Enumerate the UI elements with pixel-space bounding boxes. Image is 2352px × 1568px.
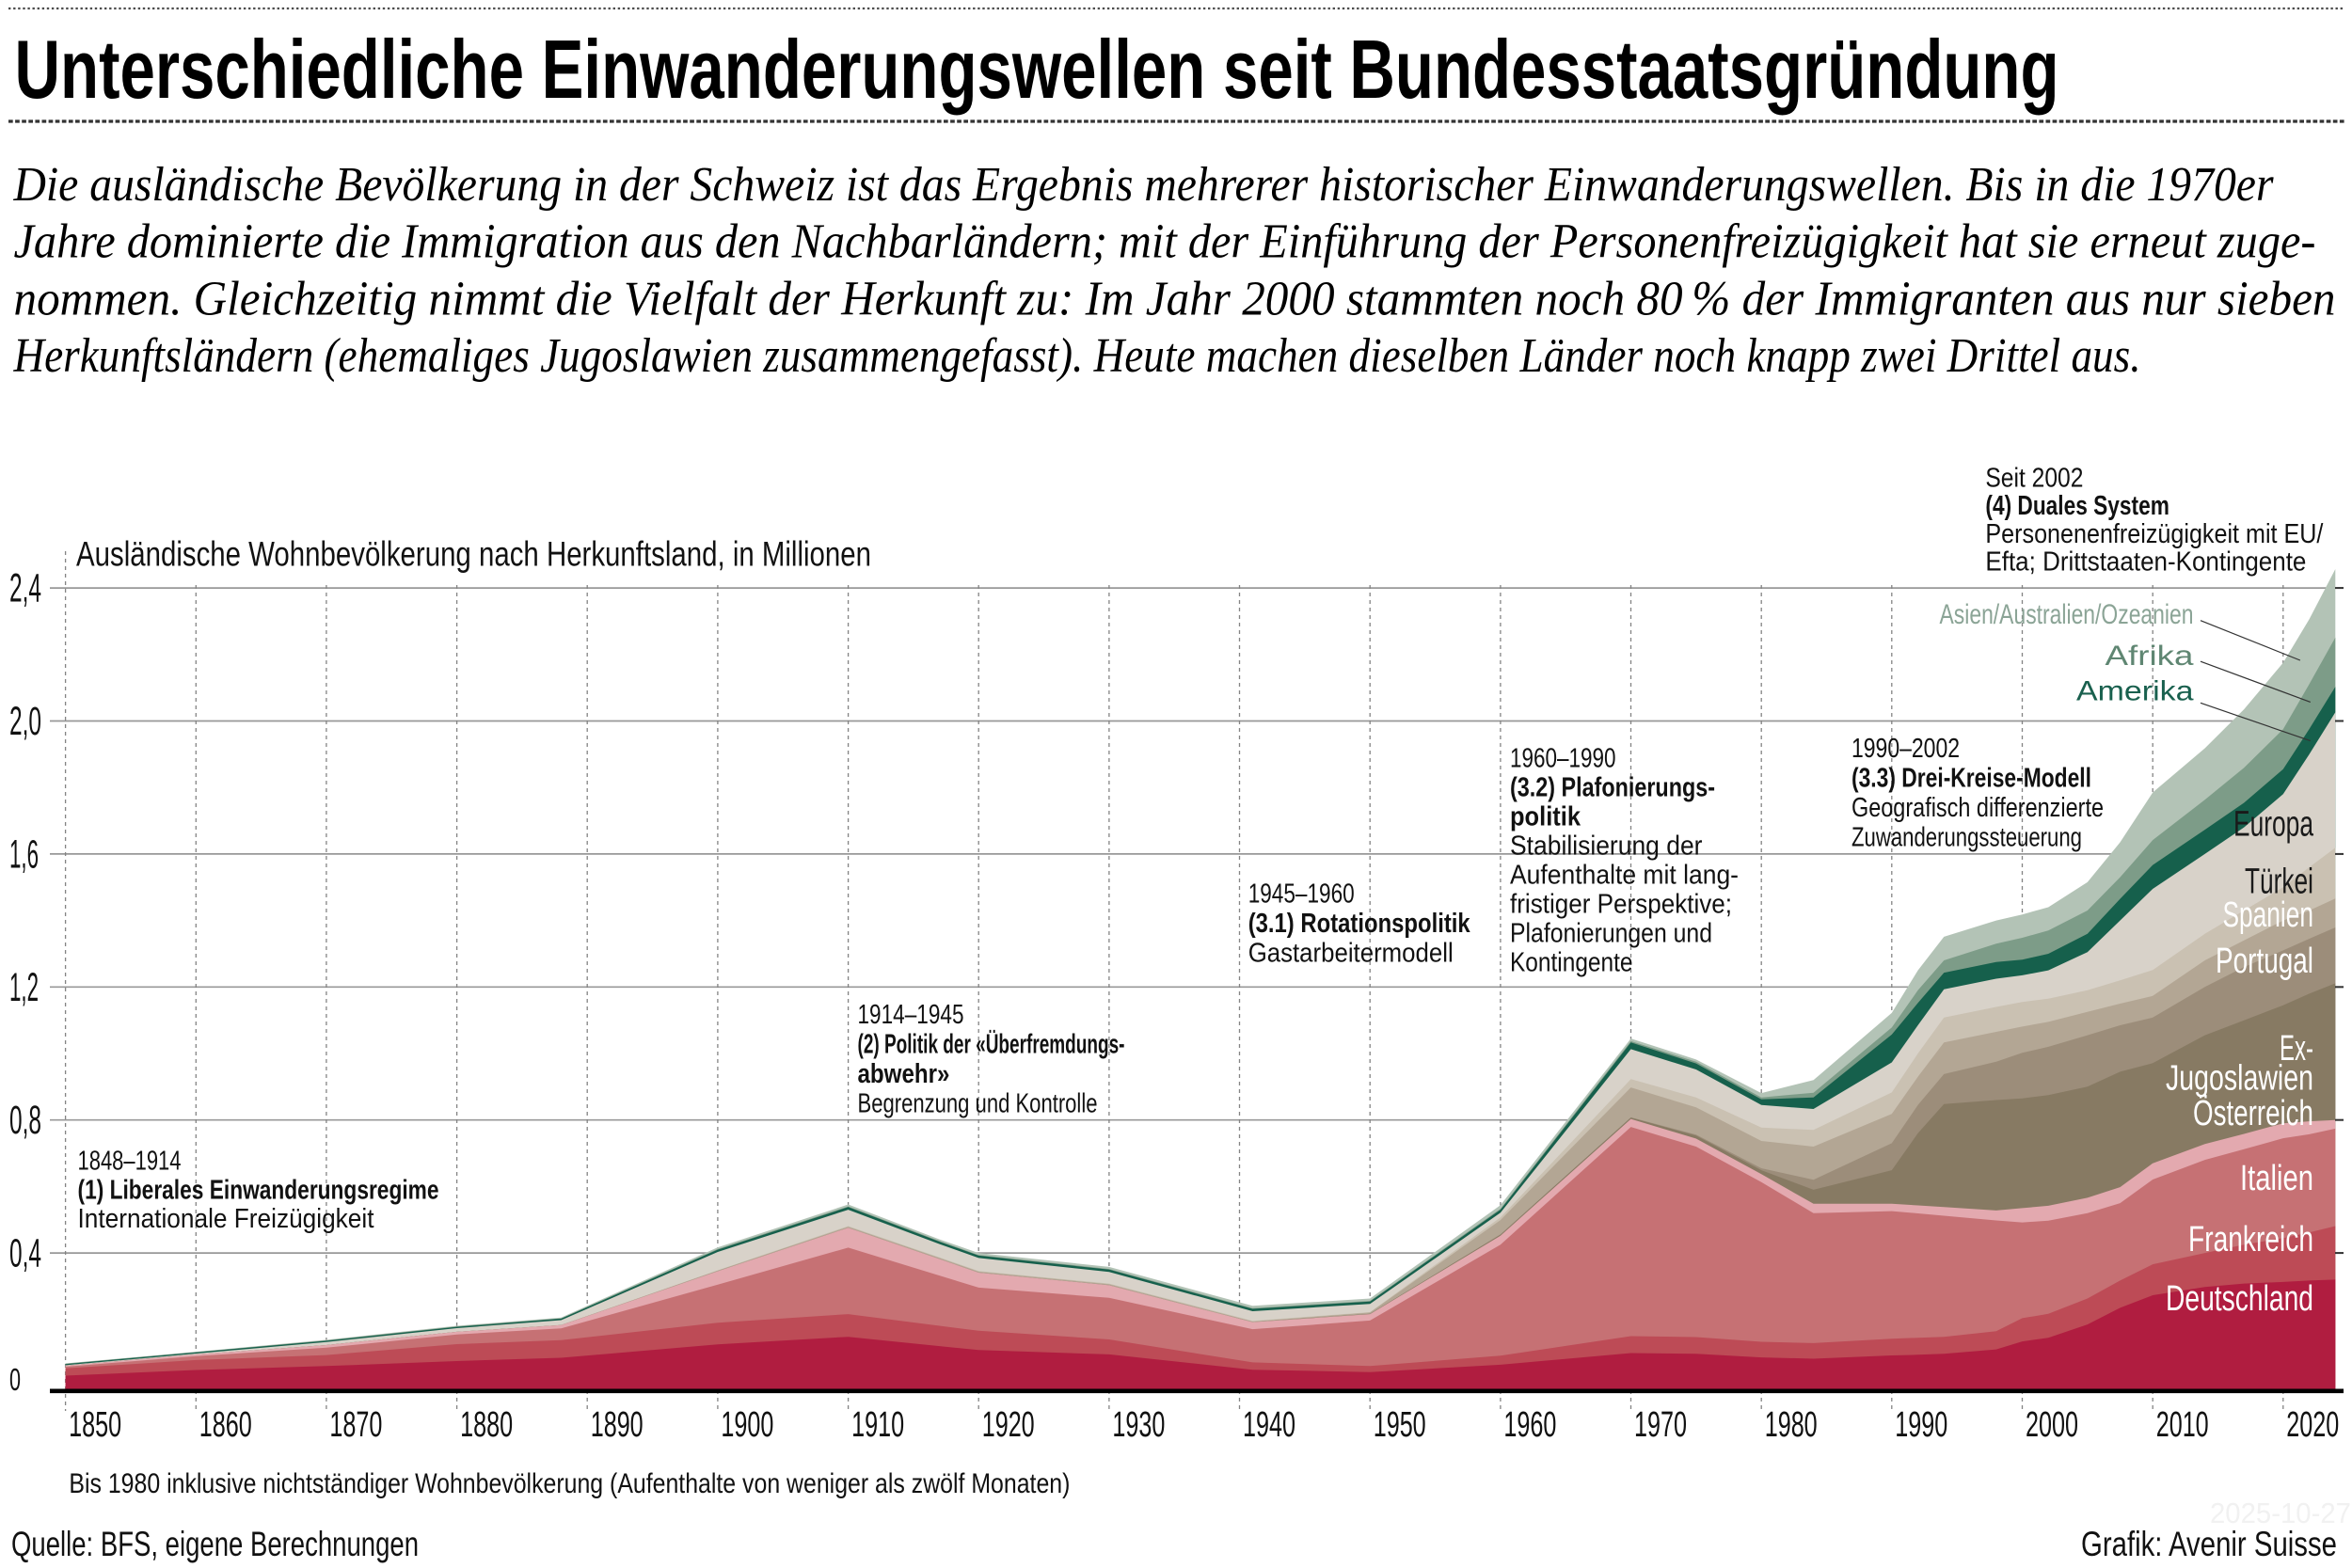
svg-text:1980: 1980 xyxy=(1765,1405,1818,1445)
svg-text:Aufenthalte mit lang-: Aufenthalte mit lang- xyxy=(1510,861,1739,891)
svg-text:2,4: 2,4 xyxy=(9,566,41,611)
svg-text:Frankreich: Frankreich xyxy=(2188,1220,2313,1259)
svg-text:politik: politik xyxy=(1510,802,1581,832)
svg-text:abwehr»: abwehr» xyxy=(858,1059,950,1089)
svg-text:Stabilisierung der: Stabilisierung der xyxy=(1510,832,1703,862)
svg-text:Efta; Drittstaaten-Kontingente: Efta; Drittstaaten-Kontingente xyxy=(1985,547,2306,578)
svg-text:2,0: 2,0 xyxy=(9,699,41,744)
svg-text:fristiger Perspektive;: fristiger Perspektive; xyxy=(1510,890,1732,920)
svg-text:2000: 2000 xyxy=(2026,1405,2078,1445)
svg-text:1850: 1850 xyxy=(69,1405,121,1445)
svg-text:Grafik: Avenir Suisse: Grafik: Avenir Suisse xyxy=(2081,1525,2337,1563)
svg-text:(1) Liberales Einwanderungsreg: (1) Liberales Einwanderungsregime xyxy=(78,1175,439,1205)
svg-text:1940: 1940 xyxy=(1243,1405,1295,1445)
svg-text:1,6: 1,6 xyxy=(9,832,39,877)
svg-text:Die ausländische Bevölkerung i: Die ausländische Bevölkerung in der Schw… xyxy=(13,158,2275,212)
svg-text:Türkei: Türkei xyxy=(2245,863,2313,902)
svg-text:Unterschiedliche Einwanderungs: Unterschiedliche Einwanderungswellen sei… xyxy=(15,23,2059,116)
svg-text:Italien: Italien xyxy=(2240,1159,2313,1198)
svg-text:Spanien: Spanien xyxy=(2223,895,2314,935)
svg-text:Personenenfreizügigkeit mit EU: Personenenfreizügigkeit mit EU/ xyxy=(1985,519,2324,549)
svg-text:Deutschland: Deutschland xyxy=(2166,1279,2313,1319)
svg-text:1910: 1910 xyxy=(851,1405,904,1445)
svg-text:nommen. Gleichzeitig nimmt die: nommen. Gleichzeitig nimmt die Vielfalt … xyxy=(14,272,2336,325)
svg-text:1945–1960: 1945–1960 xyxy=(1248,879,1355,910)
svg-text:1890: 1890 xyxy=(591,1405,644,1445)
svg-text:Internationale Freizügigkeit: Internationale Freizügigkeit xyxy=(78,1204,374,1234)
svg-text:Herkunftsländern (ehemaliges J: Herkunftsländern (ehemaliges Jugoslawien… xyxy=(13,329,2141,383)
svg-text:(4) Duales System: (4) Duales System xyxy=(1985,491,2169,521)
svg-text:1900: 1900 xyxy=(721,1405,773,1445)
svg-text:Ex-: Ex- xyxy=(2280,1029,2313,1069)
svg-text:Portugal: Portugal xyxy=(2216,942,2313,981)
svg-text:Plafonierungen und: Plafonierungen und xyxy=(1510,919,1712,949)
svg-text:Amerika: Amerika xyxy=(2076,676,2194,707)
svg-text:Geografisch differenzierte: Geografisch differenzierte xyxy=(1851,793,2104,823)
svg-text:0,4: 0,4 xyxy=(9,1231,41,1276)
svg-text:1914–1945: 1914–1945 xyxy=(858,1000,964,1030)
svg-text:Österreich: Österreich xyxy=(2193,1094,2313,1133)
svg-text:Seit 2002: Seit 2002 xyxy=(1985,463,2083,493)
svg-text:2010: 2010 xyxy=(2156,1405,2209,1445)
svg-text:0: 0 xyxy=(9,1362,21,1397)
svg-text:2020: 2020 xyxy=(2286,1405,2339,1445)
svg-text:Quelle: BFS, eigene Berechnung: Quelle: BFS, eigene Berechnungen xyxy=(11,1525,419,1563)
svg-text:1860: 1860 xyxy=(199,1405,252,1445)
svg-text:Jugoslawien: Jugoslawien xyxy=(2166,1059,2313,1099)
svg-text:0,8: 0,8 xyxy=(9,1098,41,1143)
svg-text:(2) Politik der «Überfremdungs: (2) Politik der «Überfremdungs- xyxy=(858,1029,1125,1060)
svg-text:Asien/Australien/Ozeanien: Asien/Australien/Ozeanien xyxy=(1940,599,2194,630)
svg-text:Zuwanderungssteuerung: Zuwanderungssteuerung xyxy=(1851,823,2082,853)
svg-text:1880: 1880 xyxy=(460,1405,513,1445)
svg-text:1950: 1950 xyxy=(1374,1405,1426,1445)
svg-text:Europa: Europa xyxy=(2233,805,2314,845)
svg-text:1848–1914: 1848–1914 xyxy=(78,1147,182,1177)
svg-text:1930: 1930 xyxy=(1112,1405,1165,1445)
svg-text:1960: 1960 xyxy=(1503,1405,1556,1445)
svg-text:1960–1990: 1960–1990 xyxy=(1510,744,1616,774)
svg-text:(3.3) Drei-Kreise-Modell: (3.3) Drei-Kreise-Modell xyxy=(1851,764,2091,794)
svg-text:Afrika: Afrika xyxy=(2106,641,2194,672)
svg-text:2025-10-27: 2025-10-27 xyxy=(2210,1497,2351,1529)
svg-text:Bis 1980 inklusive nichtständi: Bis 1980 inklusive nichtständiger Wohnbe… xyxy=(69,1468,1070,1499)
svg-text:(3.1) Rotationspolitik: (3.1) Rotationspolitik xyxy=(1248,909,1471,939)
svg-text:(3.2) Plafonierungs-: (3.2) Plafonierungs- xyxy=(1510,773,1715,803)
svg-text:Kontingente: Kontingente xyxy=(1510,948,1633,978)
svg-text:1870: 1870 xyxy=(329,1405,382,1445)
svg-text:1920: 1920 xyxy=(982,1405,1035,1445)
svg-text:1970: 1970 xyxy=(1634,1405,1687,1445)
svg-text:Gastarbeitermodell: Gastarbeitermodell xyxy=(1248,939,1454,969)
svg-text:1990–2002: 1990–2002 xyxy=(1851,734,1960,764)
svg-text:1990: 1990 xyxy=(1895,1405,1947,1445)
svg-text:Ausländische Wohnbevölkerung n: Ausländische Wohnbevölkerung nach Herkun… xyxy=(76,535,871,574)
svg-text:Jahre dominierte die Immigrati: Jahre dominierte die Immigration aus den… xyxy=(14,215,2316,269)
svg-text:Begrenzung und Kontrolle: Begrenzung und Kontrolle xyxy=(858,1089,1098,1119)
svg-text:1,2: 1,2 xyxy=(9,965,39,1010)
